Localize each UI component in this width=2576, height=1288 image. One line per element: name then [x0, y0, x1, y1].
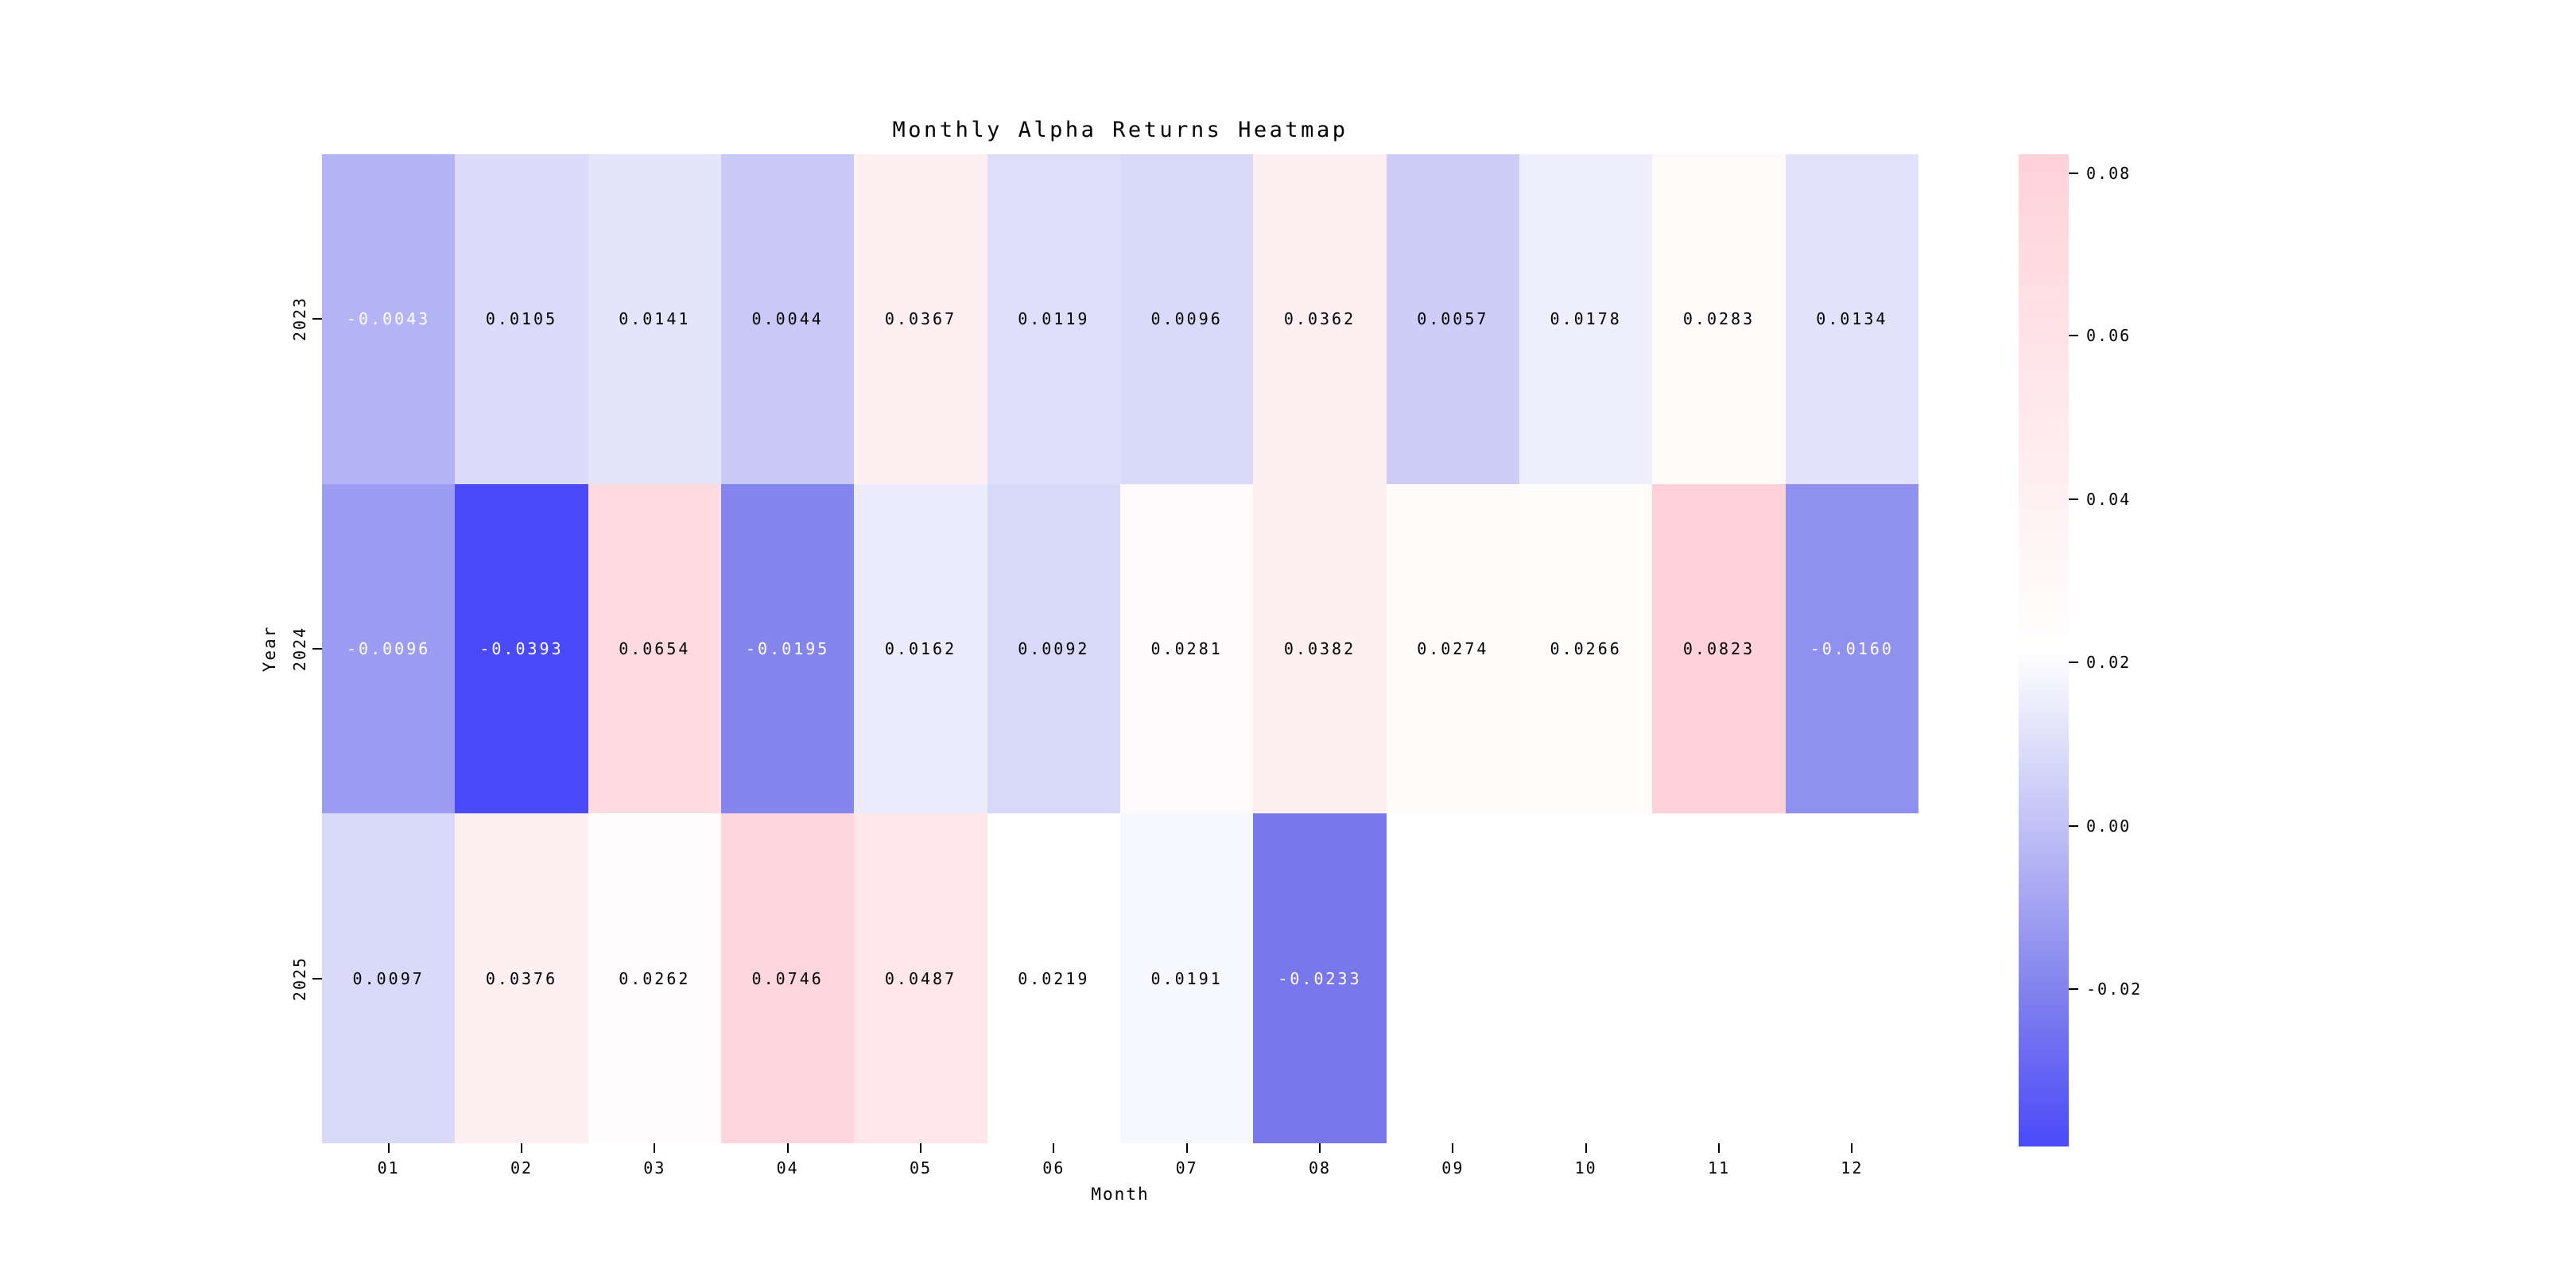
- colorbar-tick-label-0.00: 0.00: [2086, 816, 2132, 836]
- x-tick-label-10: 10: [1574, 1158, 1597, 1177]
- heatmap-cell-2024-04: -0.0195: [720, 483, 855, 814]
- x-tick-07: [1185, 1143, 1188, 1153]
- heatmap-cell-2023-10: 0.0178: [1519, 154, 1653, 484]
- heatmap-cell-2023-06: 0.0119: [987, 154, 1120, 484]
- heatmap-cell-2024-07: 0.0281: [1119, 483, 1254, 814]
- x-tick-label-06: 06: [1042, 1158, 1065, 1177]
- chart-title: Monthly Alpha Returns Heatmap: [892, 118, 1348, 142]
- heatmap-cell-2025-03: 0.0262: [588, 813, 721, 1143]
- heatmap-cell-2023-04: 0.0044: [720, 154, 855, 484]
- heatmap-cell-2025-07: 0.0191: [1119, 813, 1254, 1143]
- x-tick-10: [1585, 1143, 1587, 1153]
- heatmap-cell-2024-10: 0.0266: [1519, 483, 1653, 814]
- heatmap-cell-2025-06: 0.0219: [987, 813, 1120, 1143]
- x-axis-label: Month: [1091, 1185, 1150, 1204]
- heatmap-cell-2023-11: 0.0283: [1652, 154, 1786, 484]
- heatmap-cell-2024-02: -0.0393: [455, 483, 588, 814]
- x-tick-label-05: 05: [909, 1158, 933, 1177]
- x-tick-label-02: 02: [510, 1158, 533, 1177]
- x-tick-label-12: 12: [1841, 1158, 1864, 1177]
- x-tick-04: [786, 1143, 789, 1153]
- heatmap-cell-2025-04: 0.0746: [720, 813, 855, 1143]
- heatmap-cell-2023-05: 0.0367: [854, 154, 987, 484]
- heatmap-cell-2023-01: -0.0043: [322, 154, 456, 484]
- x-tick-label-04: 04: [776, 1158, 799, 1177]
- heatmap-cell-2024-05: 0.0162: [854, 483, 987, 814]
- colorbar: [2019, 154, 2069, 1146]
- heatmap-cell-2024-03: 0.0654: [588, 483, 721, 814]
- heatmap-cell-2025-02: 0.0376: [455, 813, 588, 1143]
- heatmap-cell-2024-08: 0.0382: [1253, 483, 1387, 814]
- x-tick-label-07: 07: [1175, 1158, 1198, 1177]
- colorbar-tick-label-0.04: 0.04: [2086, 490, 2132, 510]
- heatmap-cell-2025-05: 0.0487: [854, 813, 987, 1143]
- x-tick-label-03: 03: [643, 1158, 666, 1177]
- x-tick-label-08: 08: [1308, 1158, 1332, 1177]
- heatmap-grid: -0.0043 0.0105 0.0141 0.0044 0.0367 0.0119 0.0…: [322, 154, 1918, 1143]
- heatmap-cell-2024-12: -0.0160: [1785, 483, 1918, 814]
- y-tick-2025: [312, 977, 322, 980]
- colorbar-tick-0.04: [2069, 499, 2078, 501]
- x-tick-06: [1053, 1143, 1055, 1153]
- heatmap-cell-2023-08: 0.0362: [1253, 154, 1387, 484]
- colorbar-tick-0.02: [2069, 661, 2078, 663]
- y-tick-label-2025: 2025: [290, 956, 309, 1001]
- colorbar-tick-0.00: [2069, 824, 2078, 827]
- heatmap-cell-2023-03: 0.0141: [588, 154, 721, 484]
- x-tick-03: [654, 1143, 656, 1153]
- heatmap-cell-2023-12: 0.0134: [1785, 154, 1918, 484]
- heatmap-cell-2025-12: [1785, 813, 1918, 1143]
- y-tick-label-2023: 2023: [290, 297, 309, 342]
- x-tick-09: [1452, 1143, 1454, 1153]
- colorbar-tick--0.02: [2069, 987, 2078, 990]
- heatmap-cell-2023-09: 0.0057: [1386, 154, 1519, 484]
- x-tick-label-09: 09: [1441, 1158, 1465, 1177]
- colorbar-tick-label-0.06: 0.06: [2086, 326, 2132, 346]
- colorbar-tick-0.06: [2069, 335, 2078, 337]
- x-tick-01: [387, 1143, 390, 1153]
- heatmap-cell-2025-09: [1386, 813, 1519, 1143]
- y-tick-2024: [312, 648, 322, 650]
- heatmap-cell-2023-07: 0.0096: [1119, 154, 1254, 484]
- heatmap-cell-2023-02: 0.0105: [455, 154, 588, 484]
- x-tick-11: [1718, 1143, 1720, 1153]
- y-tick-2023: [312, 318, 322, 320]
- x-tick-12: [1851, 1143, 1853, 1153]
- heatmap-cell-2024-09: 0.0274: [1386, 483, 1519, 814]
- heatmap-cell-2024-11: 0.0823: [1652, 483, 1786, 814]
- heatmap-cell-2024-01: -0.0096: [322, 483, 456, 814]
- x-tick-label-01: 01: [377, 1158, 400, 1177]
- x-tick-02: [521, 1143, 522, 1153]
- heatmap-cell-2025-08: -0.0233: [1253, 813, 1387, 1143]
- x-tick-label-11: 11: [1707, 1158, 1731, 1177]
- heatmap-cell-2025-01: 0.0097: [322, 813, 456, 1143]
- heatmap-cell-2025-11: [1652, 813, 1786, 1143]
- colorbar-tick-label-0.02: 0.02: [2086, 652, 2132, 672]
- x-tick-08: [1319, 1143, 1321, 1153]
- heatmap-cell-2024-06: 0.0092: [987, 483, 1120, 814]
- colorbar-tick-0.08: [2069, 172, 2078, 174]
- colorbar-tick-label-0.08: 0.08: [2086, 163, 2132, 183]
- y-axis-label: Year: [260, 625, 279, 673]
- y-tick-label-2024: 2024: [290, 626, 309, 672]
- colorbar-tick-label--0.02: -0.02: [2086, 979, 2143, 999]
- heatmap-cell-2025-10: [1519, 813, 1653, 1143]
- x-tick-05: [920, 1143, 921, 1153]
